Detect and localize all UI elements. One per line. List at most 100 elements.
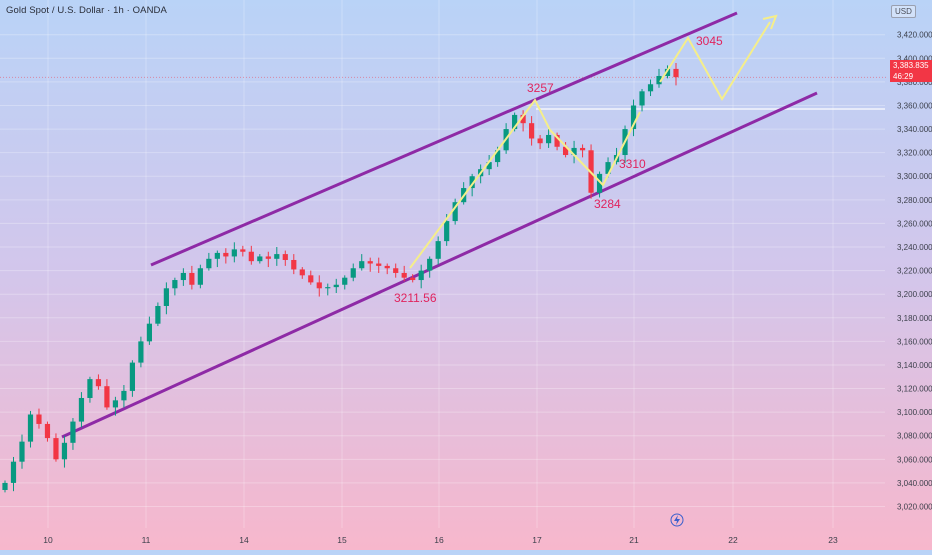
- y-tick-label: 3,240.000: [897, 243, 932, 252]
- candle-body: [537, 138, 543, 144]
- candle-body: [469, 176, 475, 189]
- y-tick-label: 3,340.000: [897, 125, 932, 134]
- y-tick-label: 3,260.000: [897, 219, 932, 228]
- candle-body: [95, 379, 102, 387]
- candle-body: [155, 305, 161, 324]
- candle-body: [647, 84, 654, 92]
- y-tick-label: 3,380.000: [897, 78, 932, 87]
- candle-body: [87, 379, 93, 398]
- candle-body: [112, 400, 119, 408]
- projection-arrowhead: [762, 14, 778, 30]
- x-tick-label: 21: [629, 535, 639, 545]
- candle-body: [571, 147, 577, 156]
- y-tick-label: 3,220.000: [897, 267, 932, 276]
- candle-body: [274, 254, 280, 259]
- candle-body: [104, 386, 110, 408]
- x-tick-label: 23: [828, 535, 838, 545]
- candle-body: [197, 268, 203, 285]
- candle-body: [163, 288, 169, 306]
- candle-body: [19, 441, 25, 462]
- candle-body: [333, 284, 339, 288]
- annotation-label: 3211.56: [394, 291, 437, 305]
- chart-title: Gold Spot / U.S. Dollar · 1h · OANDA: [6, 5, 167, 16]
- candle-body: [2, 482, 8, 490]
- current-price-tag: 3,383.835 46:29: [890, 60, 932, 82]
- overlay: 3257 3284 3310 3211.56 3045: [394, 14, 778, 527]
- candle-body: [10, 461, 17, 483]
- x-tick-label: 22: [728, 535, 738, 545]
- candle-body: [630, 105, 637, 130]
- projection-path: [659, 21, 771, 101]
- y-tick-label: 3,140.000: [897, 361, 932, 370]
- y-tick-label: 3,200.000: [897, 290, 932, 299]
- candle-body: [36, 414, 42, 424]
- candle-body: [316, 282, 322, 289]
- candle-body: [146, 323, 152, 342]
- candle-body: [452, 202, 458, 222]
- y-tick-label: 3,160.000: [897, 337, 932, 346]
- lightning-icon-bolt: [674, 515, 680, 525]
- channel-upper-line: [150, 11, 738, 267]
- candle-body: [410, 277, 416, 281]
- annotation-label: 3310: [619, 157, 646, 171]
- y-tick-label: 3,280.000: [897, 196, 932, 205]
- y-tick-label: 3,180.000: [897, 314, 932, 323]
- candle-body: [367, 261, 373, 264]
- candle-body: [639, 91, 645, 106]
- candle-body: [427, 258, 433, 271]
- candle-body: [554, 134, 560, 147]
- y-tick-label: 3,120.000: [897, 385, 932, 394]
- candle-body: [350, 268, 356, 278]
- swing-path: [409, 98, 641, 269]
- candle-body: [53, 438, 59, 460]
- y-tick-label: 3,300.000: [897, 172, 932, 181]
- candle-body: [359, 261, 365, 269]
- candle-body: [231, 249, 237, 257]
- y-tick-label: 3,040.000: [897, 479, 932, 488]
- candles: [2, 63, 679, 493]
- annotation-label: 3257: [527, 81, 554, 95]
- x-tick-label: 16: [434, 535, 444, 545]
- candle-body: [257, 256, 263, 262]
- x-tick-label: 14: [239, 535, 249, 545]
- candle-body: [512, 114, 518, 130]
- lightning-icon: [670, 513, 684, 527]
- candle-body: [44, 423, 51, 439]
- y-tick-label: 3,420.000: [897, 31, 932, 40]
- candle-body: [189, 272, 195, 285]
- candle-body: [435, 241, 441, 259]
- candle-body: [27, 414, 34, 442]
- candle-body: [325, 287, 331, 289]
- y-tick-label: 3,080.000: [897, 432, 932, 441]
- candle-body: [376, 263, 382, 266]
- y-tick-label: 3,100.000: [897, 408, 932, 417]
- candle-body: [520, 114, 526, 124]
- candle-body: [61, 442, 68, 460]
- y-tick-label: 3,020.000: [897, 503, 932, 512]
- candle-body: [579, 147, 586, 151]
- y-axis: 3,020.000 3,040.000 3,060.000 3,080.000 3,10…: [897, 31, 932, 512]
- candle-body: [444, 221, 450, 242]
- candle-body: [180, 272, 186, 281]
- annotation-label: 3045: [696, 34, 723, 48]
- x-tick-label: 10: [43, 535, 53, 545]
- x-tick-label: 11: [142, 535, 151, 545]
- candle-body: [401, 272, 407, 278]
- candle-body: [545, 134, 552, 144]
- candle-body: [129, 362, 136, 391]
- candle-body: [384, 265, 390, 269]
- candle-body: [138, 341, 144, 363]
- candle-body: [299, 269, 305, 276]
- currency-label[interactable]: USD: [891, 5, 916, 18]
- channel-lower-line: [61, 91, 818, 439]
- candle-body: [214, 252, 220, 259]
- candle-body: [605, 162, 611, 174]
- x-axis: 10 11 14 15 16 17 21 22 23: [43, 535, 838, 545]
- candle-body: [78, 397, 85, 422]
- candle-body: [673, 68, 679, 78]
- candle-body: [664, 68, 671, 76]
- candle-body: [418, 270, 424, 281]
- candle-body: [486, 162, 492, 170]
- channel: [61, 11, 818, 439]
